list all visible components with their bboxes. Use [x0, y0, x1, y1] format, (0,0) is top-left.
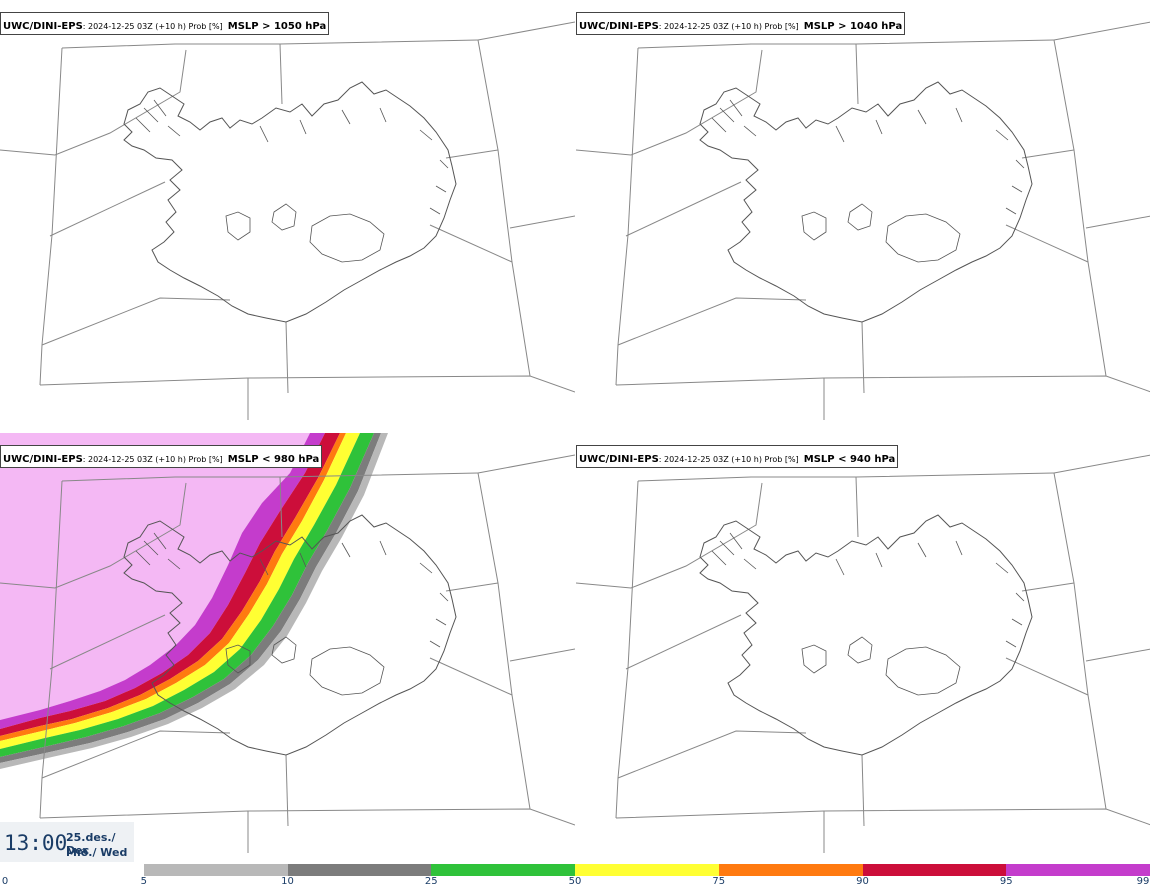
- colorbar-segment: [862, 864, 1007, 876]
- region-borders: [0, 21, 575, 420]
- coastline: [123, 514, 457, 756]
- region-borders: [0, 454, 575, 853]
- colorbar-tick-label: 10: [281, 876, 294, 887]
- coastline: [123, 81, 457, 323]
- colorbar-segment: [575, 864, 719, 876]
- map-iceland: [576, 454, 1150, 853]
- colorbar-tick-label: 75: [712, 876, 726, 887]
- colorbar-segment: [0, 864, 144, 876]
- panel-title: UWC/DINI-EPS: 2024-12-25 03Z (+10 h) Pro…: [576, 12, 906, 35]
- panel-mslp-gt-1050: UWC/DINI-EPS: 2024-12-25 03Z (+10 h) Pro…: [0, 0, 575, 432]
- colorbar-tick-label: 99: [1136, 876, 1150, 887]
- colorbar-tick-label: 95: [999, 876, 1013, 887]
- colorbar-tick-label: 25: [424, 876, 438, 887]
- map-iceland: [0, 433, 575, 853]
- valid-time: 13:00: [4, 831, 68, 855]
- map-iceland: [0, 21, 575, 420]
- colorbar-tick-label: 5: [140, 876, 147, 887]
- colorbar-segment: [1006, 864, 1150, 876]
- valid-time-box: 13:00 25.des./ Dec Mið./ Wed: [0, 822, 134, 862]
- panel-mslp-lt-980: UWC/DINI-EPS: 2024-12-25 03Z (+10 h) Pro…: [0, 433, 575, 865]
- colorbar-tick-label: 0: [1, 876, 9, 887]
- map-iceland: [576, 21, 1150, 420]
- colorbar-segment: [718, 864, 863, 876]
- panel-mslp-lt-940: UWC/DINI-EPS: 2024-12-25 03Z (+10 h) Pro…: [576, 433, 1150, 865]
- region-borders: [576, 21, 1150, 420]
- coastline: [699, 81, 1033, 323]
- colorbar-tick-label: 90: [856, 876, 869, 887]
- panel-mslp-gt-1040: UWC/DINI-EPS: 2024-12-25 03Z (+10 h) Pro…: [576, 0, 1150, 432]
- valid-date: 25.des./ Dec: [66, 831, 116, 857]
- probability-field: [0, 433, 388, 769]
- colorbar-tick-label: 50: [568, 876, 582, 887]
- panel-title: UWC/DINI-EPS: 2024-12-25 03Z (+10 h) Pro…: [0, 445, 323, 468]
- valid-weekday: Mið./ Wed: [66, 846, 128, 859]
- colorbar-segment: [287, 864, 432, 876]
- panel-title: UWC/DINI-EPS: 2024-12-25 03Z (+10 h) Pro…: [0, 12, 330, 35]
- panel-title: UWC/DINI-EPS: 2024-12-25 03Z (+10 h) Pro…: [576, 445, 899, 468]
- coastline: [699, 514, 1033, 756]
- colorbar-segment: [431, 864, 576, 876]
- region-borders: [576, 454, 1150, 853]
- probability-colorbar: 0 5 10 25 50 75 90 95 99: [0, 862, 1150, 891]
- colorbar-segment: [143, 864, 288, 876]
